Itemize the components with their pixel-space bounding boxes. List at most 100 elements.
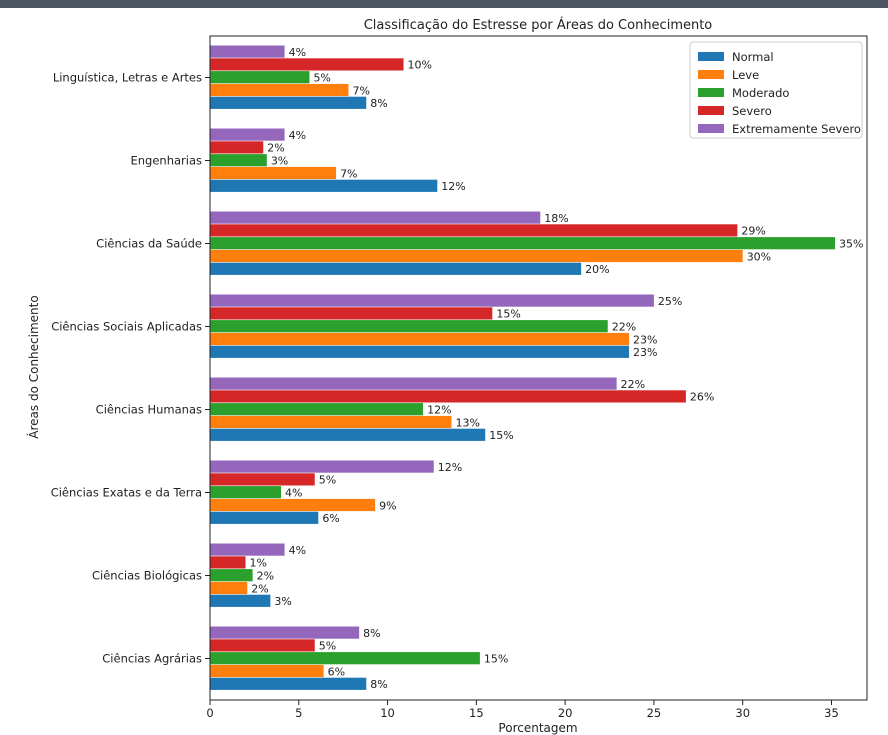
data-label: 4%	[285, 487, 302, 500]
y-tick-label: Ciências Biológicas	[92, 569, 202, 583]
bar-severo-4	[210, 390, 686, 403]
data-label: 3%	[271, 155, 288, 168]
x-tick-label: 15	[469, 706, 484, 720]
data-label: 10%	[408, 59, 432, 72]
bar-severo-0	[210, 58, 404, 71]
legend-entry: Normal	[732, 50, 774, 64]
data-label: 7%	[353, 84, 370, 97]
bar-normal-7	[210, 677, 367, 690]
bar-extremamente-severo-0	[210, 45, 285, 58]
bar-leve-2	[210, 249, 743, 263]
x-tick-label: 30	[735, 706, 750, 720]
data-label: 9%	[379, 499, 396, 512]
data-label: 12%	[438, 461, 462, 474]
data-label: 29%	[741, 225, 765, 238]
bar-leve-5	[210, 498, 376, 512]
data-label: 5%	[313, 72, 330, 85]
data-label: 35%	[839, 238, 863, 251]
bars-layer	[210, 45, 836, 690]
legend-entry: Leve	[732, 68, 759, 82]
data-label: 8%	[363, 627, 380, 640]
bar-leve-3	[210, 332, 630, 346]
data-label: 4%	[289, 544, 306, 557]
y-tick-label: Ciências Agrárias	[102, 652, 202, 666]
legend-swatch	[698, 70, 724, 79]
data-label: 2%	[267, 142, 284, 155]
data-label: 2%	[251, 582, 268, 595]
bar-normal-1	[210, 179, 438, 192]
data-label: 4%	[289, 46, 306, 59]
bar-moderado-1	[210, 154, 267, 167]
data-label: 30%	[747, 250, 771, 263]
x-tick-label: 0	[206, 706, 213, 720]
bar-leve-7	[210, 664, 324, 678]
data-label: 5%	[319, 640, 336, 653]
bar-severo-2	[210, 224, 738, 237]
data-label: 12%	[427, 404, 451, 417]
bar-severo-3	[210, 307, 493, 320]
y-tick-label: Ciências Exatas e da Terra	[51, 486, 202, 500]
bar-leve-0	[210, 83, 349, 97]
data-label: 15%	[496, 308, 520, 321]
data-label: 7%	[340, 167, 357, 180]
bar-severo-1	[210, 141, 264, 154]
data-label: 15%	[484, 653, 508, 666]
data-label: 6%	[328, 665, 345, 678]
data-label: 5%	[319, 474, 336, 487]
data-labels-layer: 8%7%5%10%4%12%7%3%2%4%20%30%35%29%18%23%…	[250, 46, 864, 691]
bar-normal-0	[210, 96, 367, 109]
y-tick-label: Ciências Sociais Aplicadas	[51, 320, 202, 334]
y-tick-label: Ciências da Saúde	[96, 237, 202, 251]
bar-moderado-2	[210, 237, 836, 250]
bar-moderado-7	[210, 652, 480, 665]
data-label: 8%	[370, 678, 387, 691]
bar-extremamente-severo-5	[210, 460, 434, 473]
legend-swatch	[698, 52, 724, 61]
plot-frame	[209, 35, 868, 701]
bar-extremamente-severo-7	[210, 626, 360, 639]
bar-moderado-3	[210, 320, 608, 333]
data-label: 22%	[621, 378, 645, 391]
bar-severo-6	[210, 556, 246, 569]
y-tick-label: Engenharias	[130, 154, 202, 168]
bar-moderado-0	[210, 71, 310, 84]
data-label: 1%	[250, 557, 267, 570]
bar-extremamente-severo-2	[210, 211, 541, 224]
window-top-strip	[0, 0, 888, 8]
bar-normal-4	[210, 428, 486, 441]
data-label: 15%	[489, 429, 513, 442]
x-tick-label: 25	[647, 706, 662, 720]
x-tick-label: 5	[295, 706, 302, 720]
data-label: 25%	[658, 295, 682, 308]
data-label: 26%	[690, 391, 714, 404]
bar-normal-6	[210, 594, 271, 607]
legend: Normal Leve Moderado Severo Extremamente Sev…	[689, 41, 863, 139]
legend-entry: Moderado	[732, 86, 789, 100]
data-label: 23%	[633, 333, 657, 346]
legend-swatch	[698, 88, 724, 97]
legend-entry: Severo	[732, 104, 772, 118]
bar-severo-7	[210, 639, 315, 652]
bar-moderado-5	[210, 486, 282, 499]
bar-moderado-4	[210, 403, 424, 416]
bar-severo-5	[210, 473, 315, 486]
data-label: 13%	[455, 416, 479, 429]
data-label: 2%	[257, 570, 274, 583]
bar-leve-4	[210, 415, 452, 429]
bar-extremamente-severo-6	[210, 543, 285, 556]
data-label: 3%	[274, 595, 291, 608]
legend-box	[689, 41, 863, 139]
y-axis-label: Áreas do Conhecimento	[26, 295, 41, 438]
x-tick-label: 35	[824, 706, 839, 720]
legend-swatch	[698, 124, 724, 133]
legend-swatch	[698, 106, 724, 115]
bar-moderado-6	[210, 569, 253, 582]
bar-normal-3	[210, 345, 630, 358]
bar-leve-1	[210, 166, 337, 180]
axes-layer: Linguística, Letras e Artes Engenharias Ci…	[51, 35, 868, 720]
chart-title: Classificação do Estresse por Áreas do C…	[364, 17, 713, 33]
bar-extremamente-severo-4	[210, 377, 617, 390]
data-label: 20%	[585, 263, 609, 276]
